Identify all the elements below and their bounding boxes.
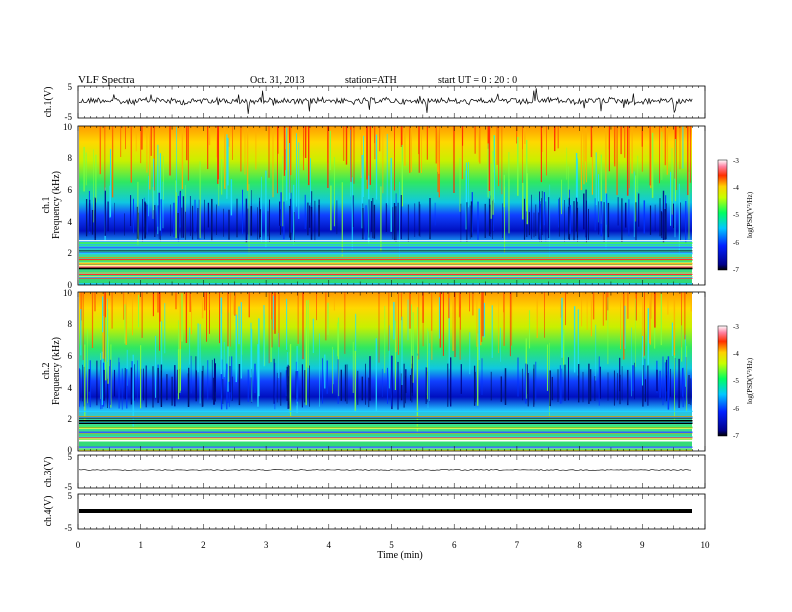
ch2-spec-ytick-4: 4 (68, 383, 73, 393)
time-tick-label: 3 (264, 540, 269, 550)
ch2-spectrogram-image (79, 292, 692, 451)
ch1-colorbar-tick--4: -4 (733, 184, 739, 192)
ch1-waveform-trace (78, 88, 693, 114)
time-tick-label: 9 (640, 540, 645, 550)
ch2-colorbar-tick--5: -5 (733, 377, 739, 385)
ch2-spec-ytick-2: 2 (68, 414, 73, 424)
ch1-colorbar-tick--3: -3 (733, 157, 739, 165)
ch2-colorbar (717, 325, 728, 437)
time-tick-label: 5 (389, 540, 394, 550)
ch2-spec-ylabel: Frequency (kHz) (51, 337, 62, 405)
ch1-spec-ytick-4: 4 (68, 217, 73, 227)
ch1-spec-ytick-10: 10 (63, 122, 73, 132)
time-axis-title: Time (min) (377, 550, 422, 561)
ch2-spec-ytick-0: 0 (68, 445, 73, 455)
ch1-colorbar (717, 159, 728, 271)
ch1-waveform-xticks (77, 86, 706, 118)
ch2-spec-ytick-8: 8 (68, 319, 73, 329)
ch1-spec-channel-label: ch.1 (41, 197, 52, 214)
ch1-ytick-bottom: -5 (65, 112, 73, 122)
ch4-waveform-panel: 5 -5 ch.4(V) 0 1 2 3 4 5 6 7 8 9 10 Time (min) (43, 491, 710, 561)
ch1-spectrogram-image (79, 126, 692, 285)
ch2-spectrogram-panel: 10 8 6 4 2 0 ch.2 Frequency (kHz) -3 -4 … (41, 288, 754, 455)
ch1-spec-ytick-8: 8 (68, 153, 73, 163)
ch3-waveform-ylabel: ch.3(V) (43, 457, 54, 488)
ch1-waveform-panel: 5 -5 ch.1(V) (43, 82, 706, 122)
ch3-waveform-panel: 5 -5 ch.3(V) (43, 452, 706, 492)
figure-title: VLF Spectra (78, 74, 135, 86)
start-time-label: start UT = 0 : 20 : 0 (438, 75, 517, 86)
ch1-spectrogram-panel: 10 8 6 4 2 0 ch.1 Frequency (kHz) -3 -4 … (41, 122, 754, 290)
ch1-spec-xticks (77, 126, 706, 285)
ch2-spec-channel-label: ch.2 (41, 363, 52, 380)
ch2-spec-ytick-6: 6 (68, 351, 73, 361)
ch1-spectrogram-detail (79, 126, 705, 285)
ch1-colorbar-tick--5: -5 (733, 211, 739, 219)
ch2-spec-ytick-10: 10 (63, 288, 73, 298)
ch4-waveform-xticks (77, 494, 706, 529)
time-tick-label: 8 (577, 540, 582, 550)
ch3-waveform-xticks (77, 455, 706, 488)
ch4-ytick-bottom: -5 (65, 523, 73, 533)
time-tick-label: 4 (327, 540, 332, 550)
ch1-spec-ytick-6: 6 (68, 185, 73, 195)
ch4-ytick-top: 5 (68, 491, 73, 501)
ch1-spec-ylabel: Frequency (kHz) (51, 171, 62, 239)
station-label: station=ATH (345, 75, 397, 86)
ch2-spectrogram-detail (79, 292, 705, 451)
time-tick-label: 1 (138, 540, 143, 550)
ch2-colorbar-tick--7: -7 (733, 432, 739, 440)
time-tick-label: 10 (701, 540, 711, 550)
time-tick-label: 6 (452, 540, 457, 550)
ch4-waveform-ylabel: ch.4(V) (43, 496, 54, 527)
time-tick-label: 2 (201, 540, 206, 550)
spectrogram-no-data (692, 126, 705, 285)
spectrogram-no-data (692, 292, 705, 451)
time-tick-label: 7 (515, 540, 520, 550)
date-label: Oct. 31, 2013 (250, 75, 304, 86)
ch1-spec-ytick-2: 2 (68, 248, 73, 258)
ch3-ytick-bottom: -5 (65, 482, 73, 492)
ch1-ytick-top: 5 (68, 82, 73, 92)
ch2-colorbar-tick--6: -6 (733, 405, 739, 413)
ch2-spec-xticks (77, 292, 706, 451)
ch2-colorbar-tick--3: -3 (733, 323, 739, 331)
ch1-spec-ytick-0: 0 (68, 280, 73, 290)
ch3-ytick-top: 5 (68, 452, 73, 462)
time-tick-label: 0 (76, 540, 81, 550)
ch3-waveform-trace (78, 469, 692, 471)
time-axis-labels: 0 1 2 3 4 5 6 7 8 9 10 (76, 540, 710, 550)
ch1-colorbar-label: log(PSD(V²/Hz) (746, 191, 754, 238)
ch1-colorbar-tick--6: -6 (733, 239, 739, 247)
ch1-waveform-ylabel: ch.1(V) (43, 87, 54, 118)
ch2-colorbar-tick--4: -4 (733, 350, 739, 358)
ch2-colorbar-label: log(PSD(V²/Hz) (746, 357, 754, 404)
ch1-colorbar-tick--7: -7 (733, 266, 739, 274)
